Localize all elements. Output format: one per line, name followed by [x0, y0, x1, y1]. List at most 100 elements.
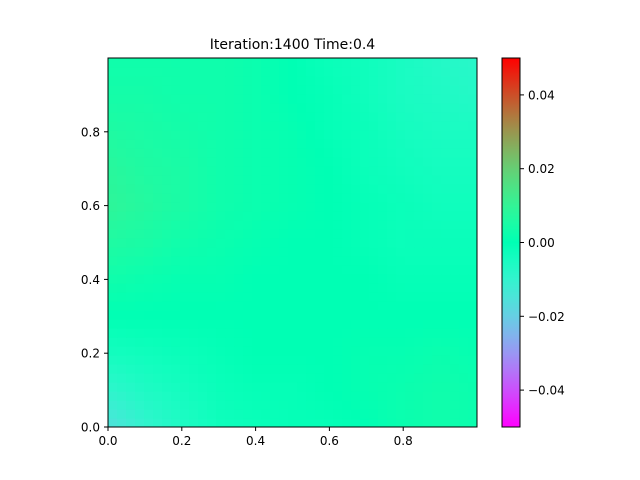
heatmap-cell	[369, 229, 379, 239]
heatmap-cell	[387, 274, 397, 284]
heatmap-cell	[360, 157, 370, 167]
heatmap-cell	[279, 238, 289, 248]
heatmap-cell	[351, 121, 361, 131]
heatmap-cell	[360, 121, 370, 131]
heatmap-cell	[198, 256, 208, 266]
heatmap-cell	[189, 274, 199, 284]
heatmap-cell	[252, 400, 262, 410]
heatmap-cell	[216, 211, 226, 221]
heatmap-cell	[171, 76, 181, 86]
heatmap-cell	[153, 256, 163, 266]
heatmap-cell	[117, 283, 127, 293]
heatmap-cell	[297, 256, 307, 266]
heatmap-cell	[234, 67, 244, 77]
heatmap-cell	[171, 337, 181, 347]
heatmap-cell	[432, 202, 442, 212]
heatmap-cell	[117, 157, 127, 167]
heatmap-cell	[279, 85, 289, 95]
heatmap-cell	[216, 265, 226, 275]
heatmap-cell	[189, 373, 199, 383]
heatmap-cell	[378, 418, 388, 428]
heatmap-cell	[378, 409, 388, 419]
heatmap-cell	[441, 229, 451, 239]
heatmap-cell	[207, 346, 217, 356]
heatmap-cell	[135, 85, 145, 95]
heatmap-cell	[117, 274, 127, 284]
heatmap-cell	[333, 418, 343, 428]
heatmap-cell	[396, 337, 406, 347]
heatmap-cell	[306, 256, 316, 266]
heatmap-cell	[135, 418, 145, 428]
heatmap-cell	[126, 130, 136, 140]
heatmap-cell	[459, 184, 469, 194]
heatmap-cell	[117, 175, 127, 185]
heatmap-cell	[387, 373, 397, 383]
heatmap-cell	[405, 319, 415, 329]
heatmap-cell	[135, 373, 145, 383]
heatmap-cell	[450, 346, 460, 356]
heatmap-cell	[252, 184, 262, 194]
heatmap-cell	[414, 85, 424, 95]
heatmap-cell	[144, 319, 154, 329]
heatmap-cell	[117, 247, 127, 257]
heatmap-cell	[270, 346, 280, 356]
heatmap-cell	[270, 418, 280, 428]
heatmap-cell	[423, 346, 433, 356]
heatmap-cell	[459, 202, 469, 212]
heatmap-cell	[207, 391, 217, 401]
heatmap-cell	[216, 202, 226, 212]
heatmap-cell	[432, 58, 442, 68]
heatmap-cell	[126, 238, 136, 248]
heatmap-cell	[396, 283, 406, 293]
heatmap-cell	[378, 256, 388, 266]
heatmap-cell	[261, 175, 271, 185]
heatmap-cell	[405, 220, 415, 230]
heatmap-cell	[387, 202, 397, 212]
heatmap-cell	[333, 355, 343, 365]
heatmap-cell	[153, 85, 163, 95]
heatmap-cell	[324, 211, 334, 221]
heatmap-cell	[252, 76, 262, 86]
heatmap-cell	[153, 418, 163, 428]
heatmap-cell	[459, 337, 469, 347]
heatmap-cell	[243, 184, 253, 194]
heatmap-cell	[288, 256, 298, 266]
heatmap-cell	[315, 202, 325, 212]
heatmap-cell	[432, 67, 442, 77]
heatmap-cell	[450, 130, 460, 140]
heatmap-cell	[162, 256, 172, 266]
heatmap-cell	[153, 337, 163, 347]
heatmap-cell	[360, 247, 370, 257]
heatmap-cell	[108, 418, 118, 428]
heatmap-cell	[432, 103, 442, 113]
heatmap-cell	[189, 229, 199, 239]
heatmap-cell	[198, 157, 208, 167]
heatmap-cell	[333, 67, 343, 77]
heatmap-cell	[432, 94, 442, 104]
heatmap-cell	[459, 193, 469, 203]
heatmap-cell	[171, 139, 181, 149]
heatmap-cell	[360, 265, 370, 275]
heatmap-cell	[144, 337, 154, 347]
heatmap-cell	[297, 310, 307, 320]
heatmap-cell	[396, 274, 406, 284]
heatmap-cell	[306, 85, 316, 95]
heatmap-cell	[333, 58, 343, 68]
heatmap-cell	[171, 256, 181, 266]
heatmap-cell	[414, 256, 424, 266]
heatmap-cell	[216, 256, 226, 266]
heatmap-cell	[396, 202, 406, 212]
heatmap-cell	[405, 121, 415, 131]
heatmap-cell	[396, 157, 406, 167]
heatmap-cell	[135, 247, 145, 257]
heatmap-cell	[450, 373, 460, 383]
heatmap-cell	[441, 292, 451, 302]
heatmap-cell	[216, 94, 226, 104]
heatmap-cell	[126, 265, 136, 275]
heatmap-cell	[252, 175, 262, 185]
heatmap-cell	[252, 229, 262, 239]
heatmap-cell	[468, 418, 478, 428]
heatmap-cell	[243, 229, 253, 239]
heatmap-cell	[468, 103, 478, 113]
heatmap-cell	[315, 373, 325, 383]
